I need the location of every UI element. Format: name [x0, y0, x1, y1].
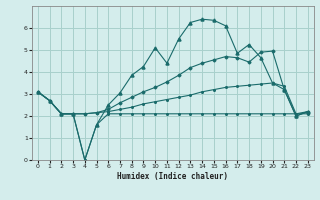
- X-axis label: Humidex (Indice chaleur): Humidex (Indice chaleur): [117, 172, 228, 181]
